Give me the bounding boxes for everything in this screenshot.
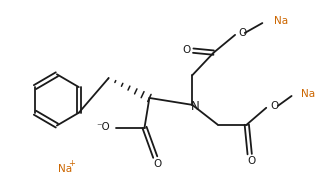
Text: O: O [270,101,278,111]
Text: ⁻O: ⁻O [97,122,110,132]
Text: Na: Na [274,16,288,26]
Text: N: N [191,100,200,113]
Text: O: O [182,45,190,55]
Text: Na: Na [58,164,72,174]
Text: +: + [68,160,75,168]
Text: O: O [248,156,256,166]
Text: O: O [238,28,246,38]
Text: Na: Na [301,89,315,99]
Text: O: O [153,159,161,169]
